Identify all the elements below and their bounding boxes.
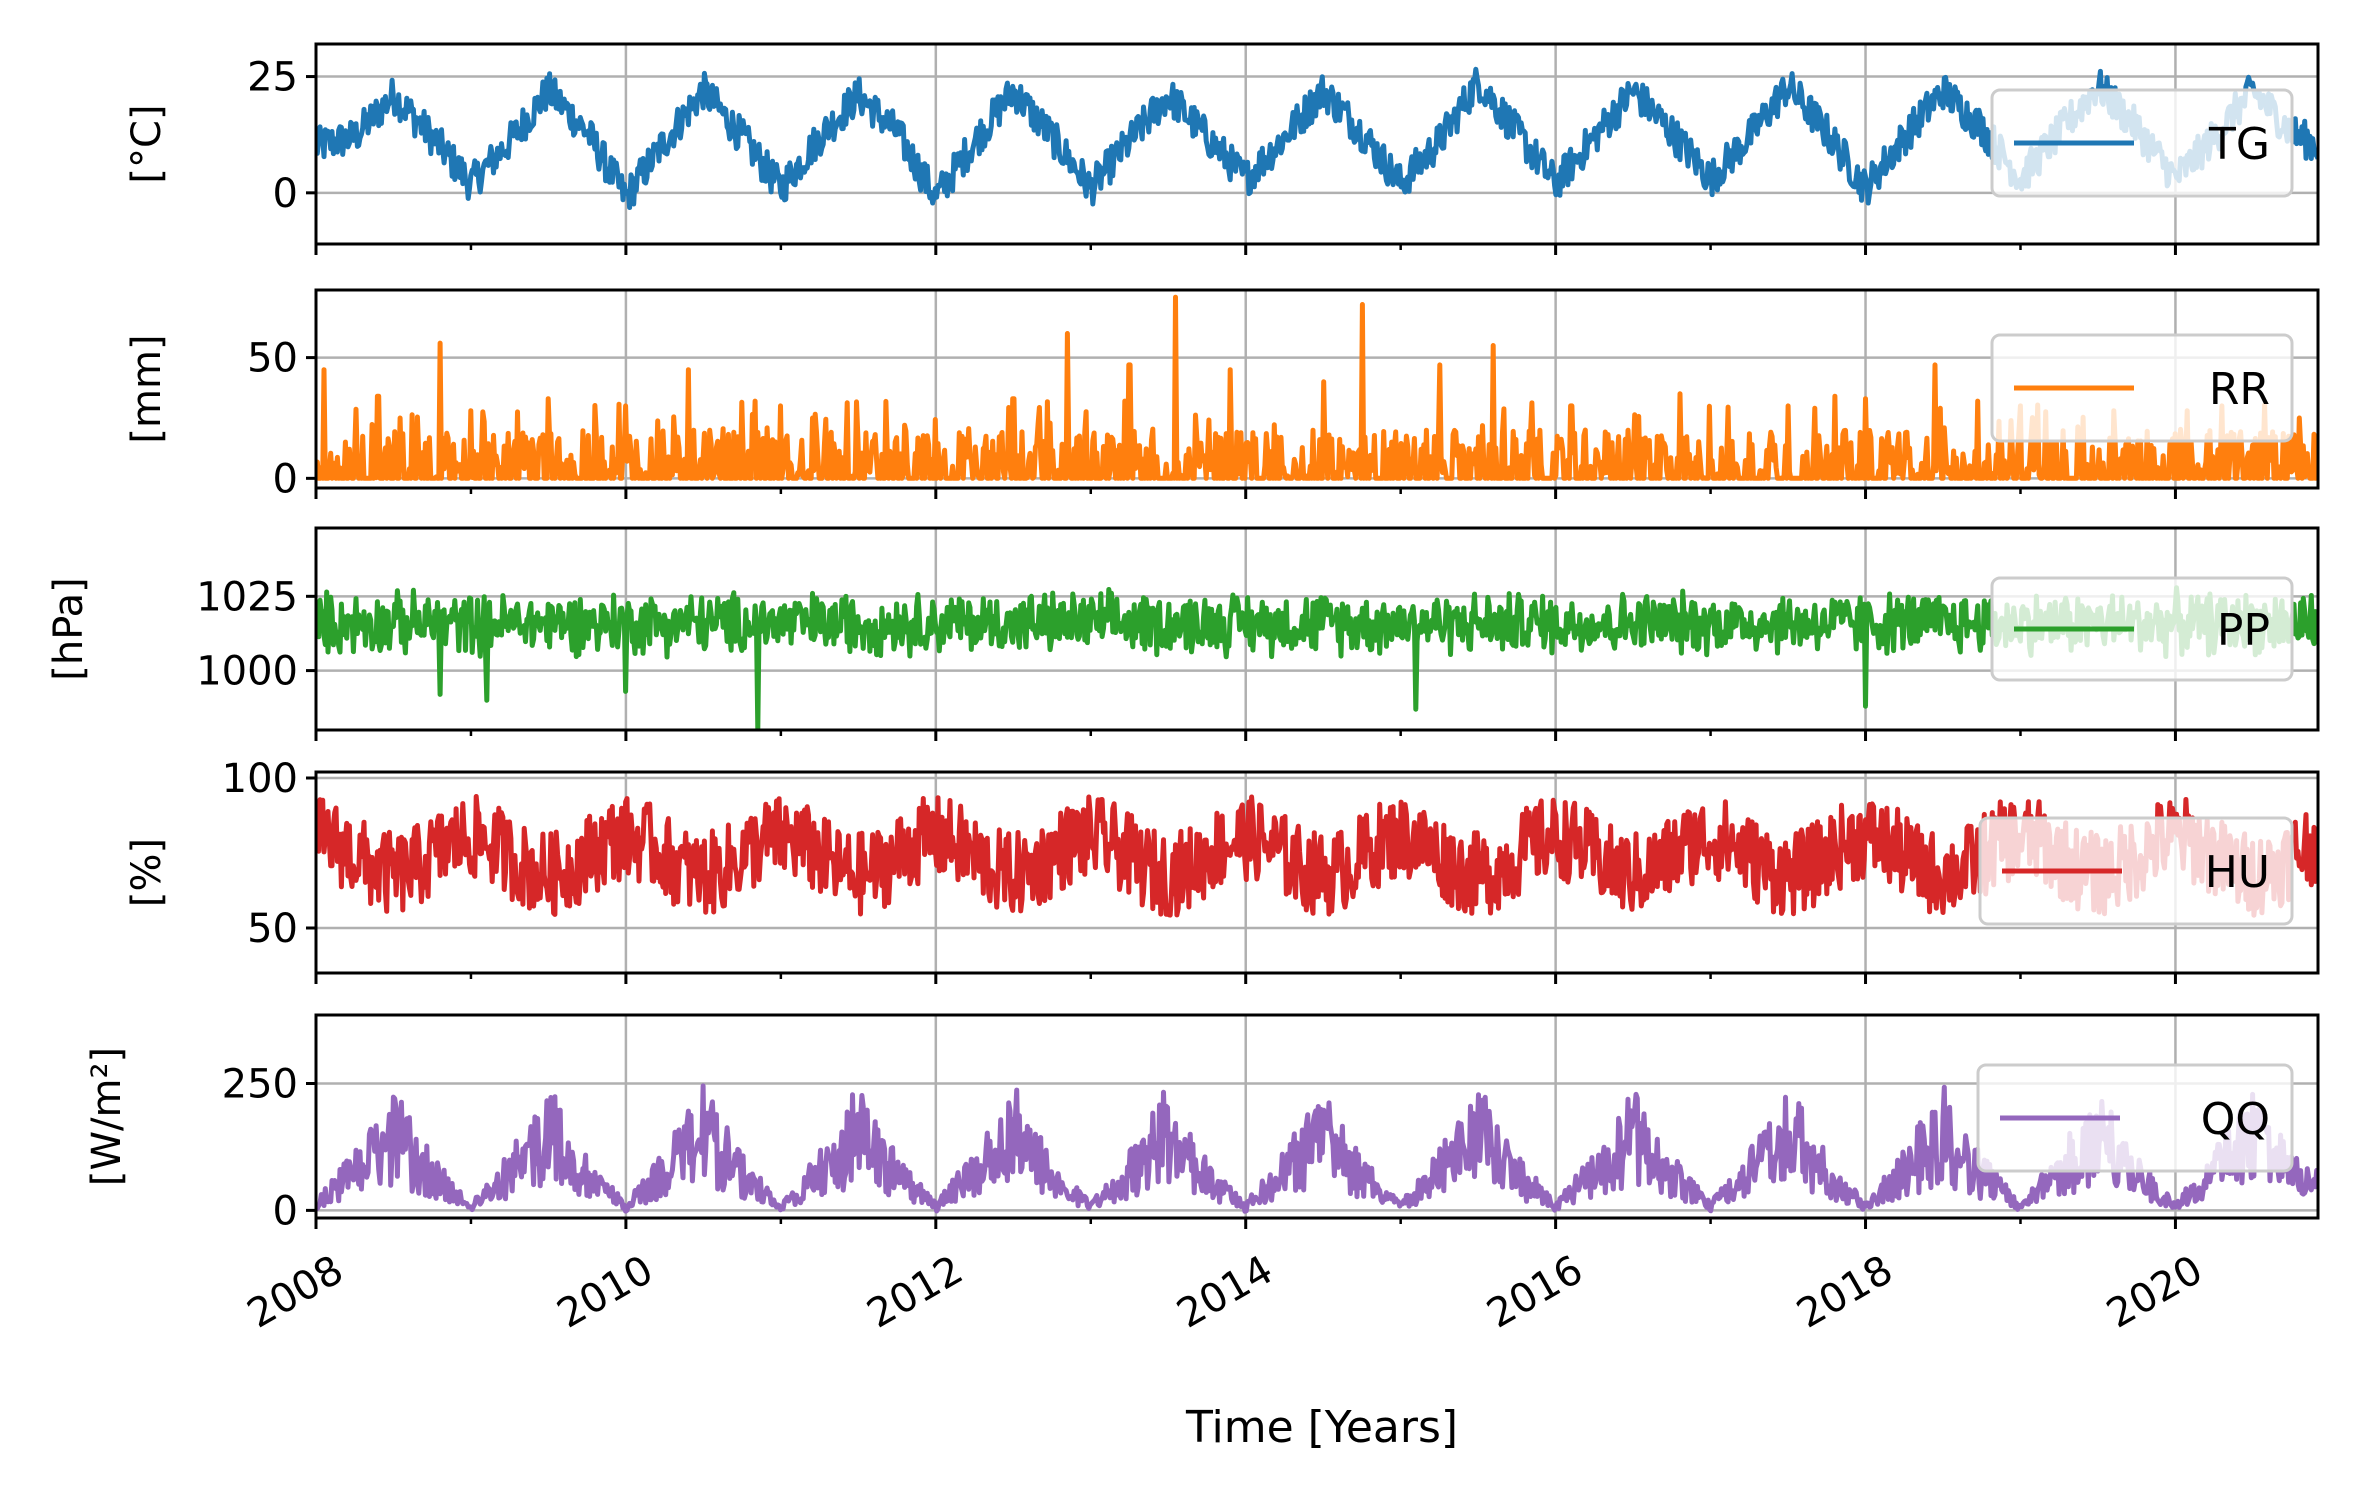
series-line-hu xyxy=(316,794,2318,918)
legend-box xyxy=(1976,1063,2294,1173)
legend-tg: TG xyxy=(1990,88,2294,198)
legend-label: RR xyxy=(2209,364,2270,415)
plot-frame xyxy=(314,42,2320,246)
x-tick-label: 2008 xyxy=(240,1247,351,1338)
y-tick-label: 1025 xyxy=(196,574,298,620)
legend-pp: PP xyxy=(1990,576,2294,682)
legend-rr: RR xyxy=(1990,333,2294,443)
y-tick-label: 1000 xyxy=(196,649,298,695)
legend-box xyxy=(1990,88,2294,198)
plot-frame xyxy=(314,288,2320,490)
legend-box xyxy=(1990,333,2294,443)
x-tick-label: 2010 xyxy=(550,1247,661,1338)
x-tick-label: 2012 xyxy=(860,1247,971,1338)
legend-label: TG xyxy=(2208,119,2270,170)
plot-frame xyxy=(314,770,2320,975)
y-axis-label: [°C] xyxy=(124,104,170,183)
panel-qq: 0 250 [W/m²] QQ xyxy=(84,1013,2320,1234)
panel-pp: 1000 1025 [hPa] PP xyxy=(46,526,2320,741)
x-tick-label: 2014 xyxy=(1170,1247,1281,1338)
y-axis-label: [mm] xyxy=(124,334,170,443)
x-axis-label: Time [Years] xyxy=(1185,1402,1458,1453)
series-line-pp xyxy=(316,585,2318,730)
legend-label: HU xyxy=(2205,847,2270,898)
y-tick-label: 100 xyxy=(222,756,298,802)
legend-box xyxy=(1990,576,2294,682)
series-line-tg xyxy=(316,66,2318,210)
legend-box xyxy=(1978,816,2294,926)
y-tick-label: 25 xyxy=(247,55,298,101)
y-tick-label: 0 xyxy=(273,1188,298,1234)
y-axis-label: [W/m²] xyxy=(84,1047,130,1186)
y-tick-label: 0 xyxy=(273,171,298,217)
y-axis-label: [%] xyxy=(124,838,170,907)
x-tick-label: 2020 xyxy=(2099,1247,2210,1338)
panel-rr: 0 50 [mm] RR xyxy=(124,288,2320,502)
x-tick-label: 2016 xyxy=(1479,1247,1590,1338)
series-line-rr xyxy=(316,294,2318,481)
x-tick-label: 2018 xyxy=(1789,1247,1900,1338)
y-tick-label: 0 xyxy=(273,456,298,502)
y-tick-label: 50 xyxy=(247,336,298,382)
legend-qq: QQ xyxy=(1976,1063,2294,1173)
plot-frame xyxy=(314,526,2320,732)
y-tick-label: 250 xyxy=(222,1062,298,1108)
y-axis-label: [hPa] xyxy=(46,577,92,680)
legend-label: QQ xyxy=(2201,1094,2270,1145)
legend-hu: HU xyxy=(1978,816,2294,926)
legend-label: PP xyxy=(2217,605,2270,656)
panel-hu: 50 100 [%] HU xyxy=(124,756,2320,984)
y-tick-label: 50 xyxy=(247,906,298,952)
panel-tg: 0 25 [°C] TG xyxy=(124,42,2320,255)
plot-frame xyxy=(314,1013,2320,1220)
